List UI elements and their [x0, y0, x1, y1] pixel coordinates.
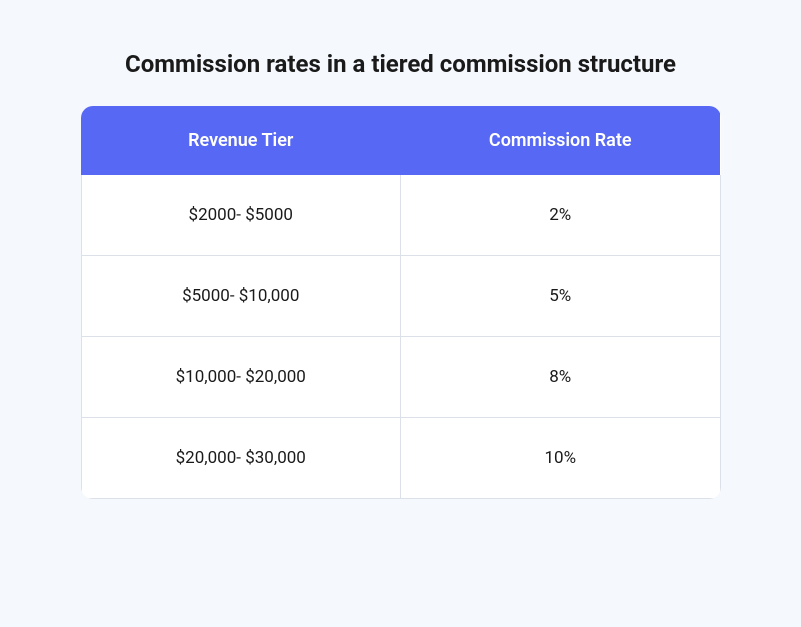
table-row: $5000- $10,000 5% [81, 256, 720, 337]
cell-revenue-tier: $2000- $5000 [81, 175, 401, 256]
table-row: $10,000- $20,000 8% [81, 337, 720, 418]
table-header-row: Revenue Tier Commission Rate [81, 106, 720, 175]
commission-table-wrapper: Revenue Tier Commission Rate $2000- $500… [81, 106, 721, 499]
cell-commission-rate: 8% [401, 337, 721, 418]
page-title: Commission rates in a tiered commission … [60, 50, 741, 78]
column-header-commission-rate: Commission Rate [401, 106, 721, 175]
commission-table: Revenue Tier Commission Rate $2000- $500… [81, 106, 721, 499]
table-row: $20,000- $30,000 10% [81, 418, 720, 499]
cell-revenue-tier: $20,000- $30,000 [81, 418, 401, 499]
cell-commission-rate: 5% [401, 256, 721, 337]
column-header-revenue-tier: Revenue Tier [81, 106, 401, 175]
cell-revenue-tier: $10,000- $20,000 [81, 337, 401, 418]
cell-revenue-tier: $5000- $10,000 [81, 256, 401, 337]
cell-commission-rate: 2% [401, 175, 721, 256]
table-row: $2000- $5000 2% [81, 175, 720, 256]
cell-commission-rate: 10% [401, 418, 721, 499]
